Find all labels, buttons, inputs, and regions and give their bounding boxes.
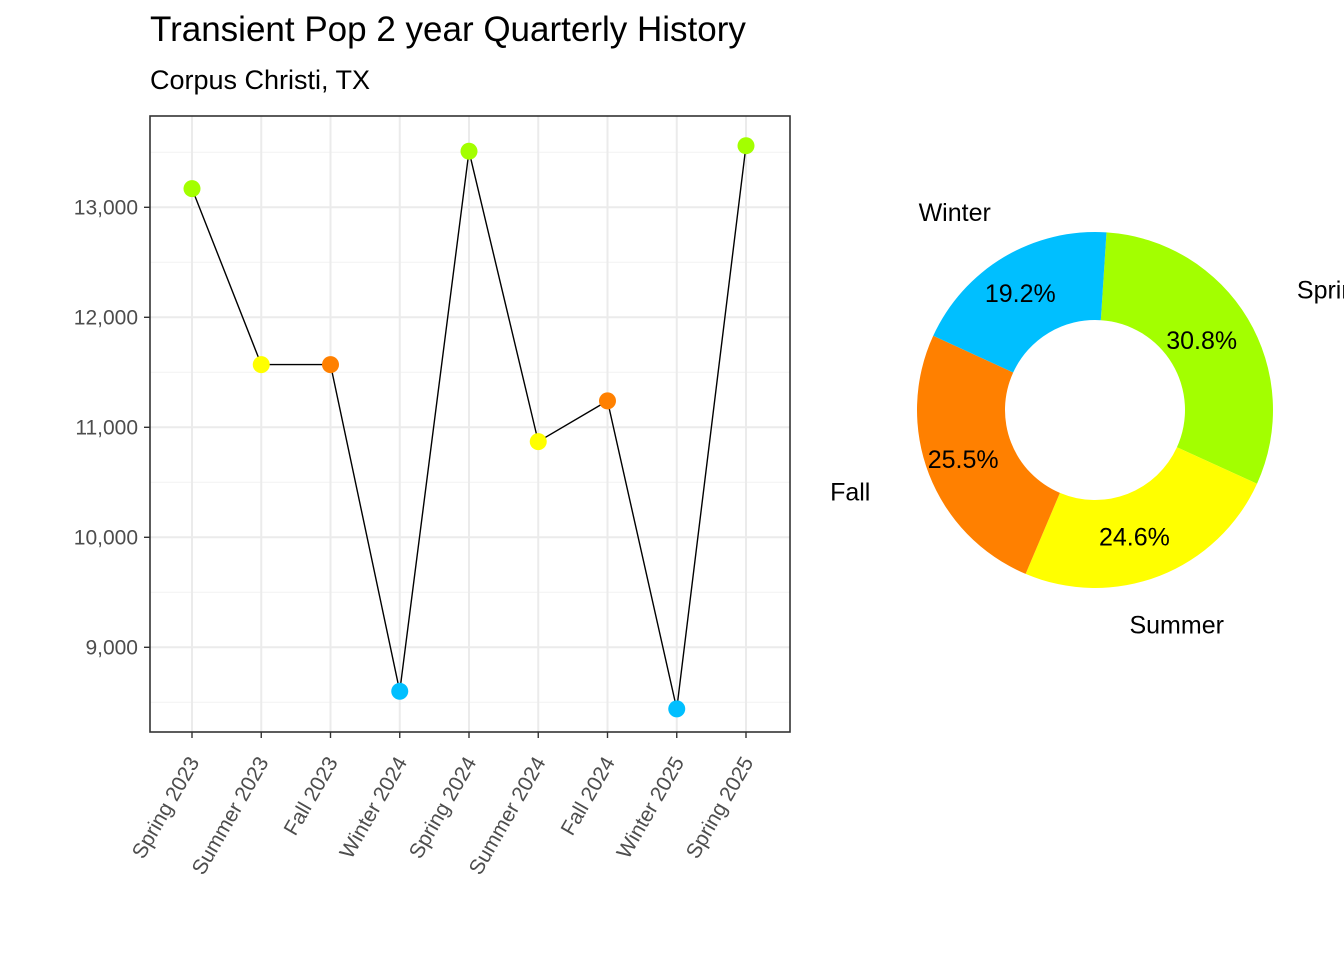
donut-slice-winter xyxy=(933,232,1107,373)
slice-category-label: Fall xyxy=(830,478,870,506)
data-point xyxy=(183,180,201,198)
y-tick-label: 10,000 xyxy=(74,526,138,549)
y-tick-label: 13,000 xyxy=(74,196,138,219)
y-tick-label: 9,000 xyxy=(85,636,138,659)
data-point xyxy=(252,356,270,374)
slice-percent-label: 25.5% xyxy=(928,446,999,474)
slice-percent-label: 19.2% xyxy=(985,280,1056,308)
slice-category-label: Spring xyxy=(1297,276,1344,304)
slice-category-label: Winter xyxy=(919,199,991,227)
data-point xyxy=(599,392,616,410)
data-point xyxy=(668,700,686,718)
data-point xyxy=(391,682,409,700)
data-point xyxy=(529,433,547,451)
donut-slice-summer xyxy=(1025,447,1258,588)
slice-percent-label: 24.6% xyxy=(1099,524,1170,552)
donut-slice-fall xyxy=(916,335,1060,574)
chart-title: Transient Pop 2 year Quarterly History xyxy=(150,10,746,49)
data-point xyxy=(460,142,478,160)
plot-border xyxy=(149,115,791,733)
y-tick-label: 12,000 xyxy=(74,306,138,329)
donut-slice-spring xyxy=(1100,232,1273,484)
chart-subtitle: Corpus Christi, TX xyxy=(150,65,371,95)
slice-category-label: Summer xyxy=(1129,612,1223,640)
y-tick-label: 11,000 xyxy=(75,416,138,439)
data-point xyxy=(737,137,755,155)
slice-percent-label: 30.8% xyxy=(1166,327,1237,355)
data-point xyxy=(322,356,339,374)
